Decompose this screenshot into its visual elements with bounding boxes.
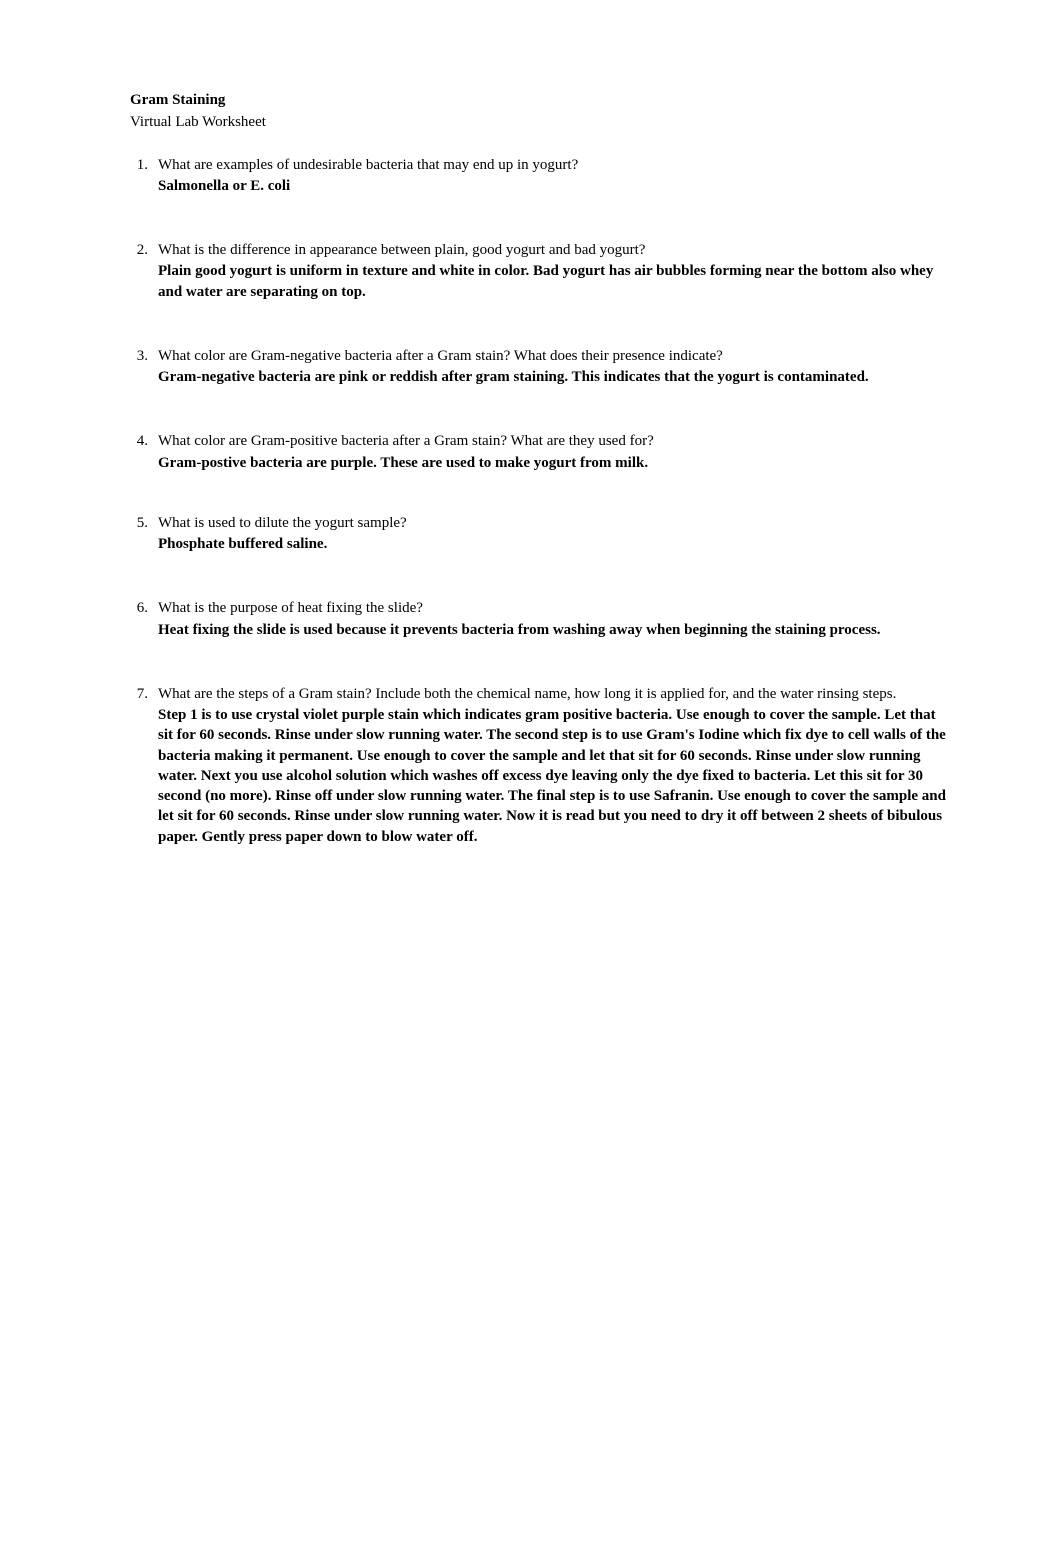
item-content: What is used to dilute the yogurt sample…	[158, 513, 952, 555]
answer-text: Gram-negative bacteria are pink or reddi…	[158, 367, 952, 387]
item-number: 3.	[130, 346, 158, 388]
question-text: What is the difference in appearance bet…	[158, 240, 952, 260]
qa-item: 1. What are examples of undesirable bact…	[130, 155, 952, 197]
answer-text: Heat fixing the slide is used because it…	[158, 620, 952, 640]
item-content: What are examples of undesirable bacteri…	[158, 155, 952, 197]
document-subtitle: Virtual Lab Worksheet	[130, 112, 952, 132]
qa-item: 3. What color are Gram-negative bacteria…	[130, 346, 952, 388]
item-number: 5.	[130, 513, 158, 555]
item-number: 6.	[130, 598, 158, 640]
item-content: What color are Gram-negative bacteria af…	[158, 346, 952, 388]
qa-list: 1. What are examples of undesirable bact…	[130, 155, 952, 847]
item-number: 7.	[130, 684, 158, 847]
item-content: What is the difference in appearance bet…	[158, 240, 952, 302]
item-content: What color are Gram-positive bacteria af…	[158, 431, 952, 473]
qa-item: 4. What color are Gram-positive bacteria…	[130, 431, 952, 473]
question-text: What are the steps of a Gram stain? Incl…	[158, 684, 952, 704]
qa-item: 7. What are the steps of a Gram stain? I…	[130, 684, 952, 847]
item-content: What are the steps of a Gram stain? Incl…	[158, 684, 952, 847]
answer-text: Step 1 is to use crystal violet purple s…	[158, 705, 952, 847]
answer-text: Salmonella or E. coli	[158, 176, 952, 196]
qa-item: 6. What is the purpose of heat fixing th…	[130, 598, 952, 640]
answer-text: Plain good yogurt is uniform in texture …	[158, 261, 952, 302]
item-content: What is the purpose of heat fixing the s…	[158, 598, 952, 640]
answer-text: Gram-postive bacteria are purple. These …	[158, 453, 952, 473]
qa-item: 2. What is the difference in appearance …	[130, 240, 952, 302]
item-number: 4.	[130, 431, 158, 473]
answer-text: Phosphate buffered saline.	[158, 534, 952, 554]
item-number: 2.	[130, 240, 158, 302]
qa-item: 5. What is used to dilute the yogurt sam…	[130, 513, 952, 555]
question-text: What is the purpose of heat fixing the s…	[158, 598, 952, 618]
question-text: What are examples of undesirable bacteri…	[158, 155, 952, 175]
question-text: What is used to dilute the yogurt sample…	[158, 513, 952, 533]
question-text: What color are Gram-positive bacteria af…	[158, 431, 952, 451]
question-text: What color are Gram-negative bacteria af…	[158, 346, 952, 366]
document-title: Gram Staining	[130, 90, 952, 110]
item-number: 1.	[130, 155, 158, 197]
